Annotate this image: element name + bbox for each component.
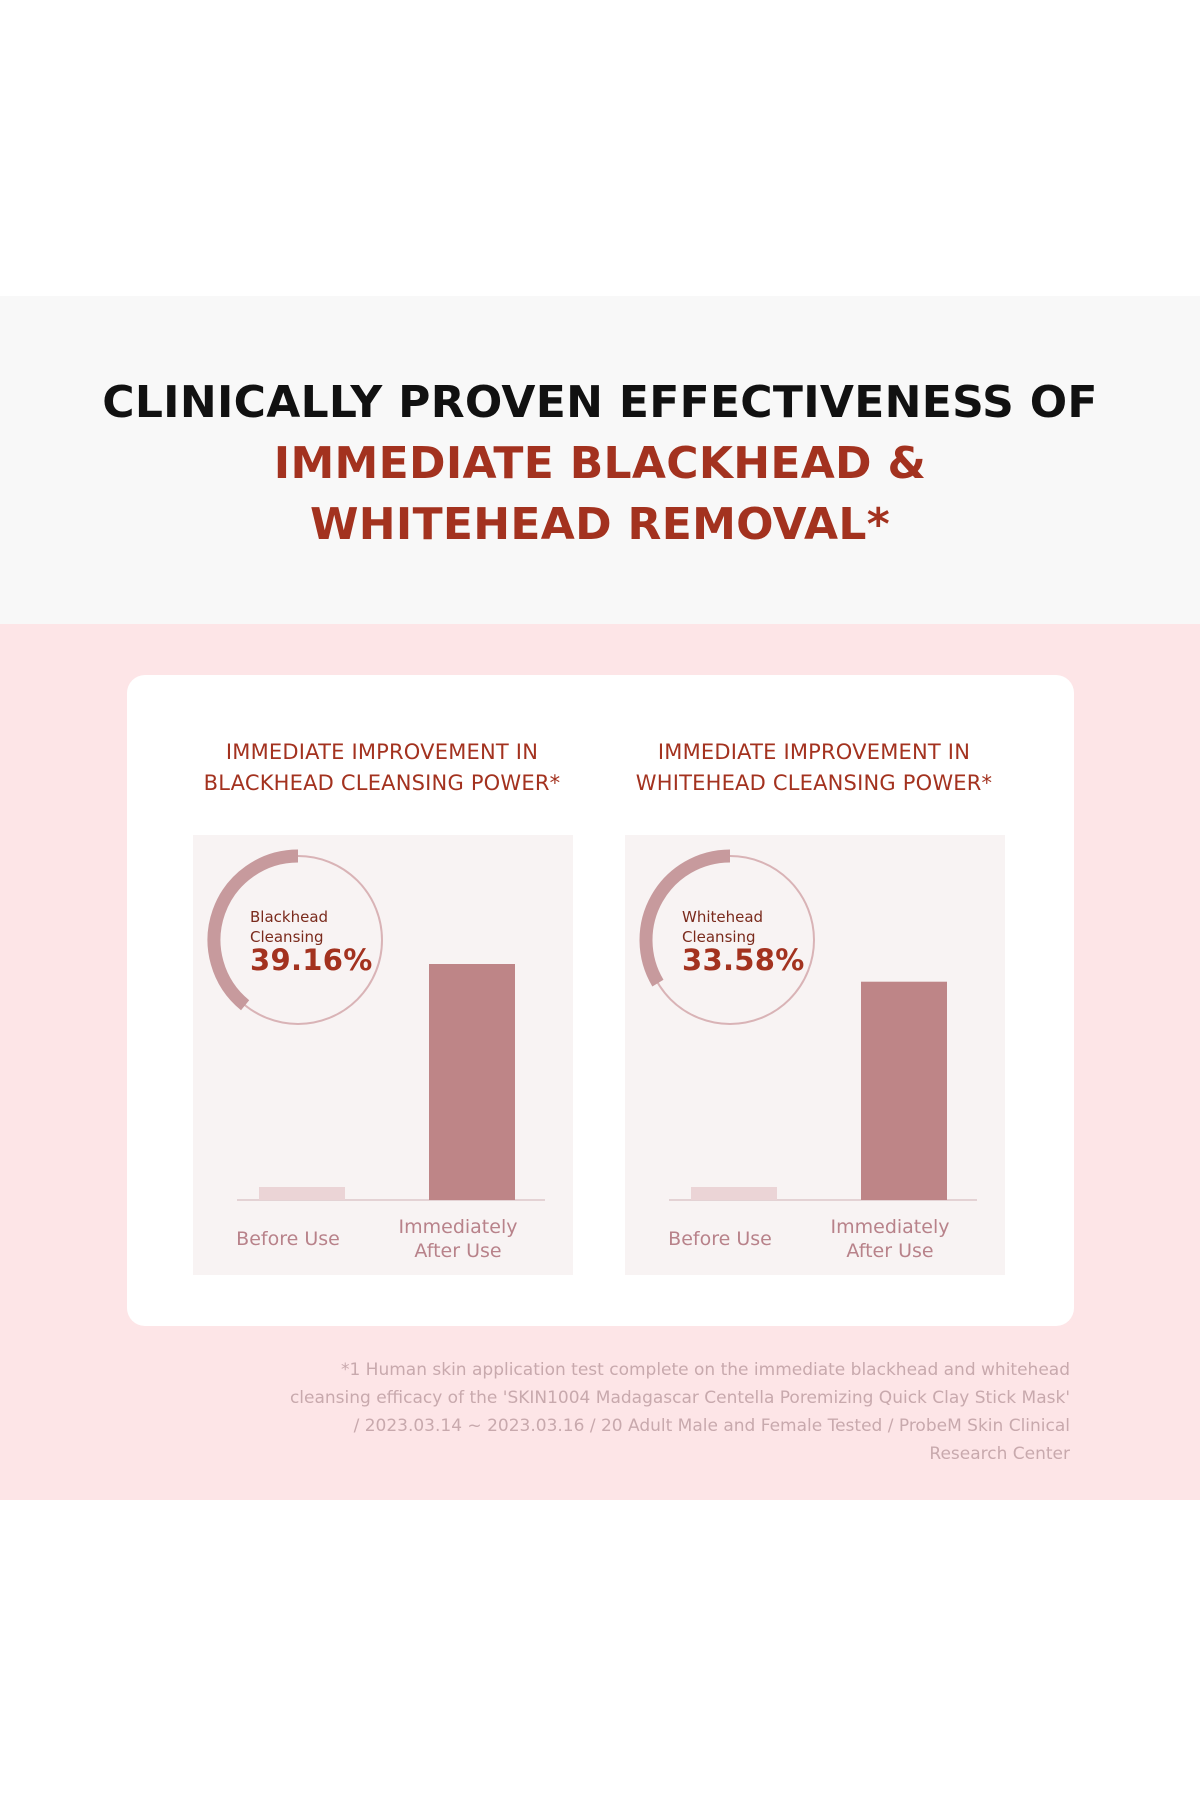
x-label-before-use: Before Use	[655, 1227, 785, 1251]
x-label-line: Before Use	[236, 1228, 340, 1250]
x-label-line-1: Immediately	[398, 1216, 518, 1238]
chart-panel-blackhead: Blackhead Cleansing 39.16% Before Use Im…	[193, 835, 573, 1275]
chart-title-whitehead: IMMEDIATE IMPROVEMENT IN WHITEHEAD CLEAN…	[604, 737, 1024, 799]
footnote: *1 Human skin application test complete …	[200, 1356, 1070, 1468]
donut-label-whitehead: Whitehead Cleansing	[682, 907, 812, 947]
bar-after-use	[861, 981, 947, 1200]
donut-value-whitehead: 33.58%	[682, 943, 805, 977]
footnote-line-3: / 2023.03.14 ~ 2023.03.16 / 20 Adult Mal…	[353, 1416, 1070, 1436]
donut-label-line-2: Cleansing	[682, 928, 756, 946]
headline-line-3: WHITEHEAD REMOVAL*	[309, 499, 891, 550]
footnote-line-1: *1 Human skin application test complete …	[340, 1360, 1070, 1380]
bar-before-use	[691, 1187, 777, 1200]
results-card: IMMEDIATE IMPROVEMENT IN BLACKHEAD CLEAN…	[127, 675, 1074, 1326]
footnote-line-2: cleansing efficacy of the 'SKIN1004 Mada…	[289, 1388, 1070, 1408]
headline: CLINICALLY PROVEN EFFECTIVENESS OF IMMED…	[0, 372, 1200, 555]
chart-title-blackhead: IMMEDIATE IMPROVEMENT IN BLACKHEAD CLEAN…	[172, 737, 592, 799]
chart-title-line-1: IMMEDIATE IMPROVEMENT IN	[225, 740, 539, 764]
header-band	[0, 296, 1200, 624]
footnote-line-4: Research Center	[929, 1444, 1070, 1464]
chart-svg-whitehead	[639, 849, 977, 1201]
donut-arc	[639, 849, 731, 987]
donut-label-line-1: Blackhead	[250, 908, 329, 926]
donut-value-blackhead: 39.16%	[250, 943, 373, 977]
bar-before-use	[259, 1187, 345, 1200]
donut-label-line-1: Whitehead	[682, 908, 764, 926]
chart-title-line-2: WHITEHEAD CLEANSING POWER*	[635, 771, 993, 795]
x-label-line-1: Immediately	[830, 1216, 950, 1238]
headline-line-2: IMMEDIATE BLACKHEAD &	[273, 438, 927, 489]
donut-label-line-2: Cleansing	[250, 928, 324, 946]
headline-line-1: CLINICALLY PROVEN EFFECTIVENESS OF	[102, 377, 1098, 428]
chart-title-line-2: BLACKHEAD CLEANSING POWER*	[203, 771, 561, 795]
chart-panel-whitehead: Whitehead Cleansing 33.58% Before Use Im…	[625, 835, 1005, 1275]
x-label-after-use: Immediately After Use	[820, 1215, 960, 1263]
x-label-after-use: Immediately After Use	[388, 1215, 528, 1263]
x-label-line-2: After Use	[846, 1240, 934, 1262]
chart-svg-blackhead	[207, 849, 545, 1201]
bar-after-use	[429, 964, 515, 1200]
x-label-before-use: Before Use	[223, 1227, 353, 1251]
chart-title-line-1: IMMEDIATE IMPROVEMENT IN	[657, 740, 971, 764]
x-label-line: Before Use	[668, 1228, 772, 1250]
donut-label-blackhead: Blackhead Cleansing	[250, 907, 380, 947]
x-label-line-2: After Use	[414, 1240, 502, 1262]
donut-arc	[207, 849, 299, 1011]
